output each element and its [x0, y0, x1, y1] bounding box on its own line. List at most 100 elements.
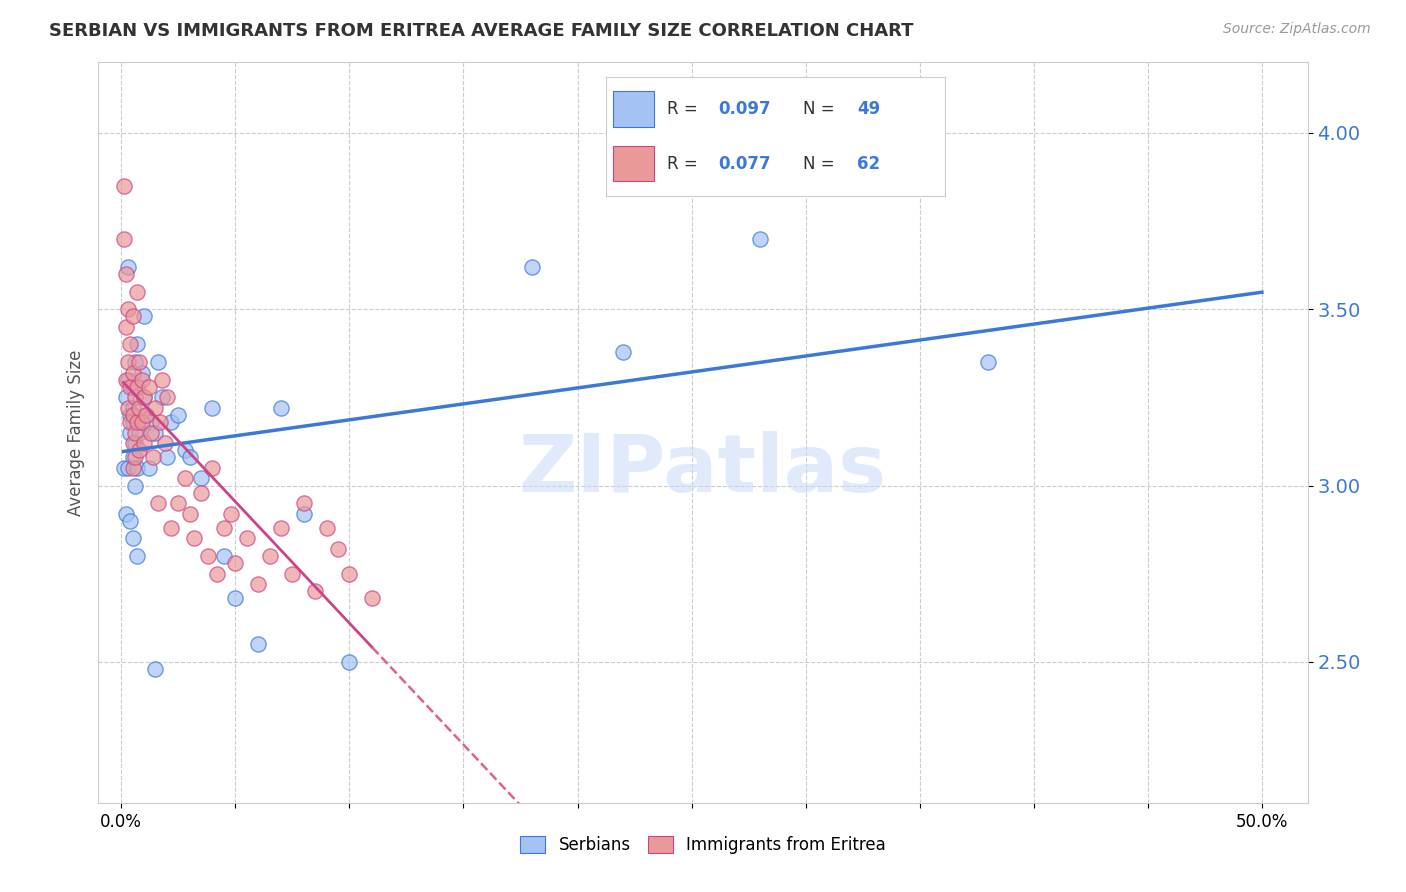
- Point: [156, 450, 179, 465]
- Point: [179, 507, 201, 521]
- Point: [117, 401, 139, 415]
- Point: [120, 514, 142, 528]
- Point: [124, 478, 146, 492]
- Point: [128, 401, 150, 415]
- Point: [520, 260, 543, 274]
- Point: [138, 461, 160, 475]
- Point: [281, 566, 304, 581]
- Point: [121, 436, 143, 450]
- Point: [124, 450, 146, 465]
- Point: [128, 443, 150, 458]
- Point: [127, 337, 149, 351]
- Point: [135, 408, 157, 422]
- Point: [749, 232, 772, 246]
- Point: [183, 532, 205, 546]
- Point: [132, 436, 155, 450]
- Point: [132, 310, 155, 324]
- Point: [117, 461, 139, 475]
- Point: [135, 408, 157, 422]
- Text: SERBIAN VS IMMIGRANTS FROM ERITREA AVERAGE FAMILY SIZE CORRELATION CHART: SERBIAN VS IMMIGRANTS FROM ERITREA AVERA…: [49, 22, 914, 40]
- Point: [139, 425, 162, 440]
- Point: [190, 471, 212, 485]
- Point: [114, 507, 136, 521]
- Point: [131, 373, 153, 387]
- Point: [121, 450, 143, 465]
- Point: [128, 425, 150, 440]
- Point: [153, 436, 176, 450]
- Text: ZIPatlas: ZIPatlas: [519, 431, 887, 508]
- Point: [292, 496, 315, 510]
- Point: [326, 541, 349, 556]
- Point: [112, 461, 135, 475]
- Point: [337, 566, 360, 581]
- Point: [121, 415, 143, 429]
- Point: [212, 521, 235, 535]
- Point: [124, 355, 146, 369]
- Point: [117, 260, 139, 274]
- Point: [121, 461, 143, 475]
- Point: [114, 390, 136, 404]
- Point: [361, 591, 384, 606]
- Point: [247, 577, 270, 591]
- Point: [114, 373, 136, 387]
- Point: [127, 415, 149, 429]
- Point: [120, 408, 142, 422]
- Point: [120, 415, 142, 429]
- Legend: Serbians, Immigrants from Eritrea: Serbians, Immigrants from Eritrea: [513, 830, 893, 861]
- Point: [160, 521, 183, 535]
- Text: Source: ZipAtlas.com: Source: ZipAtlas.com: [1223, 22, 1371, 37]
- Point: [117, 302, 139, 317]
- Point: [124, 436, 146, 450]
- Point: [127, 461, 149, 475]
- Point: [179, 450, 201, 465]
- Point: [139, 415, 162, 429]
- Point: [127, 380, 149, 394]
- Point: [205, 566, 228, 581]
- Point: [128, 415, 150, 429]
- Point: [174, 471, 197, 485]
- Point: [977, 355, 1000, 369]
- Point: [315, 521, 337, 535]
- Point: [128, 355, 150, 369]
- Point: [121, 366, 143, 380]
- Point: [127, 285, 149, 299]
- Point: [131, 366, 153, 380]
- Point: [612, 344, 634, 359]
- Point: [146, 496, 169, 510]
- Point: [145, 662, 167, 676]
- Point: [174, 443, 197, 458]
- Point: [167, 496, 190, 510]
- Point: [156, 390, 179, 404]
- Point: [270, 521, 292, 535]
- Point: [304, 584, 326, 599]
- Point: [120, 337, 142, 351]
- Point: [124, 425, 146, 440]
- Point: [121, 532, 143, 546]
- Point: [121, 401, 143, 415]
- Point: [121, 310, 143, 324]
- Point: [201, 461, 224, 475]
- Point: [120, 425, 142, 440]
- Y-axis label: Average Family Size: Average Family Size: [66, 350, 84, 516]
- Point: [224, 556, 246, 570]
- Point: [212, 549, 235, 563]
- Point: [112, 232, 135, 246]
- Point: [259, 549, 281, 563]
- Point: [124, 390, 146, 404]
- Point: [121, 408, 143, 422]
- Point: [337, 655, 360, 669]
- Point: [145, 425, 167, 440]
- Point: [150, 373, 173, 387]
- Point: [132, 390, 155, 404]
- Point: [114, 319, 136, 334]
- Point: [247, 637, 270, 651]
- Point: [167, 408, 190, 422]
- Point: [127, 549, 149, 563]
- Point: [270, 401, 292, 415]
- Point: [142, 450, 165, 465]
- Point: [112, 178, 135, 193]
- Point: [121, 380, 143, 394]
- Point: [117, 355, 139, 369]
- Point: [138, 380, 160, 394]
- Point: [114, 267, 136, 281]
